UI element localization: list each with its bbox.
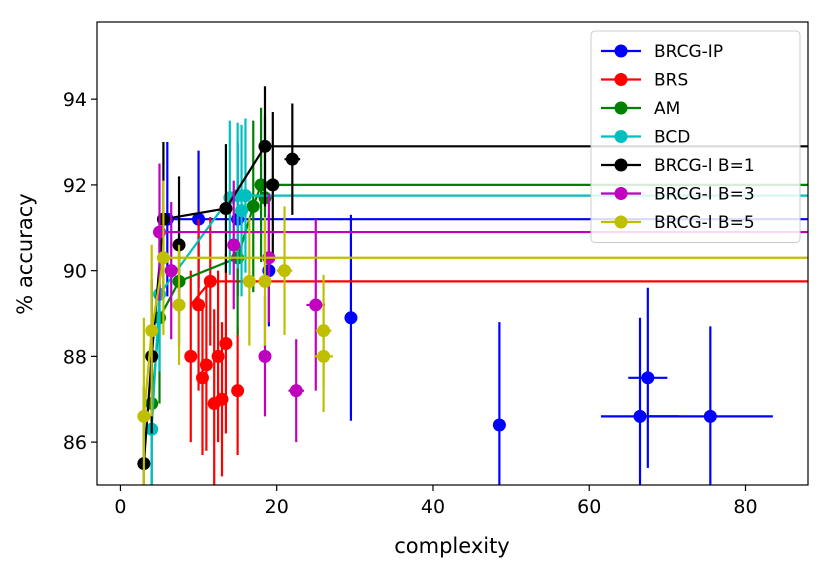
legend-marker xyxy=(614,44,628,58)
x-tick-label: 40 xyxy=(421,496,445,518)
data-point xyxy=(231,384,245,398)
data-point xyxy=(219,201,233,215)
data-point xyxy=(266,178,280,192)
data-point xyxy=(137,409,151,423)
data-point xyxy=(344,311,358,325)
x-axis: 0 20 40 60 80 xyxy=(114,485,758,518)
x-tick-label: 0 xyxy=(114,496,126,518)
x-tick-label: 60 xyxy=(577,496,601,518)
legend-marker xyxy=(614,73,628,86)
legend-item: BRS xyxy=(601,71,688,91)
y-tick-label: 88 xyxy=(63,346,87,368)
data-point xyxy=(492,418,506,432)
legend-label: BRCG-l B=1 xyxy=(654,156,755,176)
series-line xyxy=(142,256,808,417)
data-point xyxy=(246,199,260,213)
legend-item: BRCG-l B=1 xyxy=(601,156,755,176)
data-point xyxy=(703,409,717,423)
y-axis: 86 88 90 92 94 xyxy=(63,89,97,454)
legend-label: BRCG-l B=3 xyxy=(654,185,755,205)
data-point xyxy=(156,251,170,265)
legend-item: BRCG-IP xyxy=(601,42,723,62)
data-point xyxy=(145,324,159,338)
data-point xyxy=(258,139,272,153)
y-tick-label: 92 xyxy=(63,175,87,197)
series-6 xyxy=(137,180,808,485)
y-tick-label: 90 xyxy=(63,261,87,283)
series-line xyxy=(142,145,808,464)
legend-label: BRCG-IP xyxy=(654,42,723,62)
y-axis-label: % accuracy xyxy=(13,193,37,314)
legend-item: BRCG-l B=3 xyxy=(601,185,755,205)
data-point xyxy=(199,358,213,372)
data-point xyxy=(633,409,647,423)
data-point xyxy=(238,189,252,203)
x-axis-label: complexity xyxy=(394,534,510,558)
data-point xyxy=(227,238,241,252)
legend-item: BRCG-l B=5 xyxy=(601,213,755,233)
data-point xyxy=(258,274,272,288)
y-tick-label: 86 xyxy=(63,432,87,454)
y-tick-label: 94 xyxy=(63,89,87,111)
legend-marker xyxy=(614,187,628,200)
data-point xyxy=(289,384,303,398)
data-point xyxy=(285,152,299,166)
legend-item: AM xyxy=(601,99,680,119)
data-point xyxy=(172,298,186,312)
legend-box xyxy=(590,30,801,243)
data-point xyxy=(203,274,217,288)
data-point xyxy=(309,298,323,312)
legend-marker xyxy=(614,130,628,143)
legend-marker xyxy=(614,158,628,172)
legend-item: BCD xyxy=(601,128,690,148)
x-tick-label: 80 xyxy=(733,496,757,518)
data-point xyxy=(219,337,233,351)
data-point xyxy=(278,264,292,278)
data-point xyxy=(242,274,256,288)
legend-label: AM xyxy=(654,99,680,119)
plot-area xyxy=(137,86,808,485)
data-point xyxy=(184,349,198,363)
legend: BRCG-IP BRS AM BCD BRCG-l B=1 BRCG-l B=3 BRCG-… xyxy=(590,30,801,243)
data-point xyxy=(164,264,178,278)
data-point xyxy=(641,371,655,385)
legend-label: BRS xyxy=(654,71,688,91)
legend-label: BCD xyxy=(654,128,690,148)
x-tick-label: 20 xyxy=(265,496,289,518)
legend-marker xyxy=(614,101,628,115)
plot-frame xyxy=(96,21,809,486)
legend-label: BRCG-l B=5 xyxy=(654,213,755,233)
legend-marker xyxy=(614,215,628,229)
data-point xyxy=(258,349,272,363)
data-point xyxy=(317,349,331,363)
series-1 xyxy=(184,217,808,485)
series-4 xyxy=(137,86,808,485)
